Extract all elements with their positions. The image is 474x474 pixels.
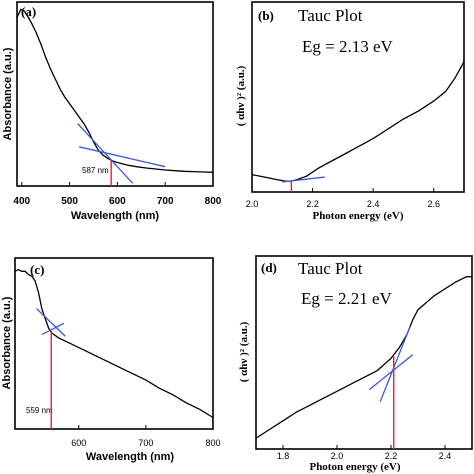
panel-b-xtick-label: 2.4 bbox=[367, 199, 380, 209]
panel-d-xtick-label: 2.2 bbox=[385, 451, 398, 461]
panel-b-xtick-label: 2.6 bbox=[427, 199, 440, 209]
panel-b-xtick-label: 2.0 bbox=[246, 199, 259, 209]
panel-c-xtick-label: 600 bbox=[71, 438, 86, 448]
panel-d-tangent-line bbox=[368, 354, 414, 391]
panel-a-series-line bbox=[16, 8, 214, 173]
panel-c-xlabel: Wavelength (nm) bbox=[86, 451, 175, 463]
panel-a-xtick-label: 400 bbox=[13, 196, 30, 207]
panel-a-xtick-label: 500 bbox=[61, 196, 78, 207]
panel-c-ylabel: Absorbance (a.u.) bbox=[1, 296, 13, 389]
panel-d-xtick-label: 2.0 bbox=[331, 451, 344, 461]
panel-c-plot: 600 700 800 bbox=[14, 268, 221, 448]
panel-d-xtick-label: 1.8 bbox=[277, 451, 290, 461]
panel-b-ylabel: ( αhν )² (a.u.) bbox=[235, 65, 247, 126]
panel-d-xtick-label: 2.4 bbox=[439, 451, 452, 461]
panel-d: (d) Tauc Plot Eg = 2.21 eV ( αhν )² (a.u… bbox=[238, 255, 473, 473]
panel-a: (a) Absorbance (a.u.) Wavelength (nm) 58… bbox=[2, 1, 222, 222]
panel-d-tangent-line bbox=[379, 326, 411, 402]
panel-c-tangent-line bbox=[41, 322, 65, 336]
panel-b-plot: 2.0 2.2 2.4 2.6 bbox=[246, 61, 465, 209]
panel-c-label: (c) bbox=[30, 262, 44, 277]
panel-a-xtick-label: 600 bbox=[109, 196, 126, 207]
panel-b-title: Tauc Plot bbox=[298, 6, 363, 25]
panel-c-tangent-line bbox=[36, 308, 66, 337]
panel-d-xlabel: Photon energy (eV) bbox=[309, 461, 400, 473]
panel-b-tangent-line bbox=[282, 176, 325, 183]
panel-a-frame bbox=[16, 1, 214, 187]
panel-c-frame bbox=[14, 257, 214, 430]
panel-c-xtick-label: 700 bbox=[138, 438, 153, 448]
panel-a-marker-label: 587 nm bbox=[82, 166, 109, 175]
panel-b: (b) Tauc Plot Eg = 2.13 eV ( αhν )² (a.u… bbox=[235, 1, 465, 222]
panel-c-marker-label: 559 nm bbox=[26, 406, 53, 415]
panel-a-ylabel: Absorbance (a.u.) bbox=[2, 47, 14, 140]
panel-a-xtick-label: 700 bbox=[157, 196, 174, 207]
panel-a-label: (a) bbox=[21, 4, 36, 19]
panel-d-frame bbox=[255, 255, 473, 450]
panel-c-series-line bbox=[14, 268, 214, 419]
panel-d-label: (d) bbox=[261, 260, 277, 275]
panel-d-ylabel: ( αhν )² (a.u.) bbox=[238, 321, 250, 382]
panel-d-plot: 1.8 2.0 2.2 2.4 bbox=[255, 276, 472, 461]
panel-b-label: (b) bbox=[258, 8, 274, 23]
panel-d-title: Tauc Plot bbox=[298, 259, 363, 278]
panel-c-xtick-label: 800 bbox=[205, 438, 220, 448]
panel-b-xtick-label: 2.2 bbox=[306, 199, 319, 209]
panel-b-annotation: Eg = 2.13 eV bbox=[302, 37, 394, 56]
panel-b-series-line bbox=[251, 61, 465, 182]
panel-a-xlabel: Wavelength (nm) bbox=[71, 210, 160, 222]
panel-a-xtick-label: 800 bbox=[205, 196, 222, 207]
panel-a-plot: 400 500 600 700 800 bbox=[13, 8, 222, 207]
panel-b-xlabel: Photon energy (eV) bbox=[312, 210, 403, 222]
panel-d-annotation: Eg = 2.21 eV bbox=[301, 289, 393, 308]
panel-d-series-line bbox=[255, 276, 472, 439]
panel-c: (c) Absorbance (a.u.) Wavelength (nm) 55… bbox=[1, 257, 221, 463]
panel-b-frame bbox=[251, 1, 465, 193]
panel-a-tangent-line bbox=[79, 146, 166, 168]
